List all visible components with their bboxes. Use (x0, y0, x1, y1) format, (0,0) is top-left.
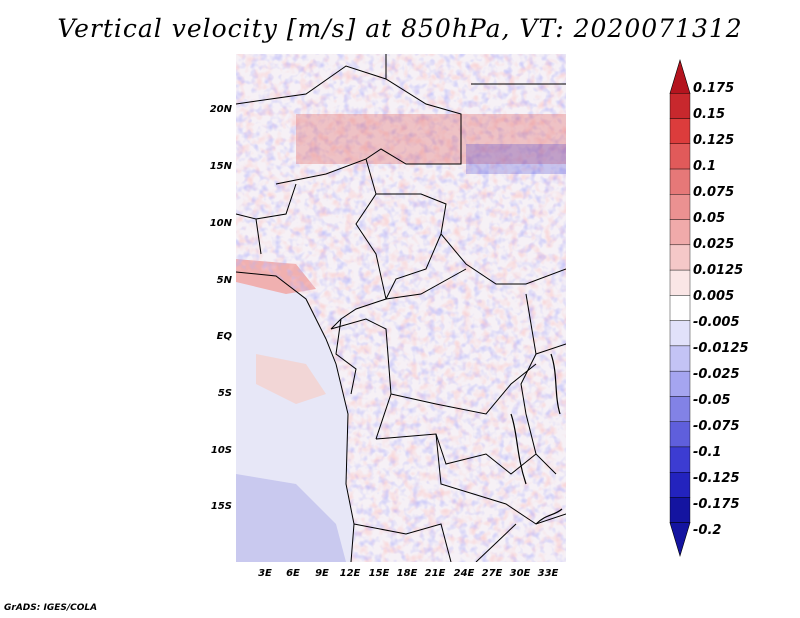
colorbar-segment (669, 472, 691, 498)
colorbar-label: -0.2 (693, 523, 722, 538)
colorbar-segment (669, 497, 691, 523)
lat-label-15n: 15N (209, 161, 232, 172)
colorbar-label: 0.025 (693, 237, 735, 252)
colorbar-segment (669, 168, 691, 195)
colorbar-segment (669, 219, 691, 246)
lon-label-21e: 21E (424, 568, 446, 579)
lat-label-20n: 20N (209, 104, 232, 115)
colorbar-segment (669, 421, 691, 448)
lon-label-33e: 33E (537, 568, 559, 579)
colorbar-label: -0.0125 (693, 341, 749, 356)
lat-label-eq: EQ (216, 331, 232, 342)
lon-label-24e: 24E (453, 568, 475, 579)
colorbar-label: 0.005 (693, 289, 735, 304)
colorbar-label: 0.075 (693, 185, 735, 200)
lat-label-10s: 10S (210, 445, 232, 456)
lon-label-27e: 27E (481, 568, 503, 579)
colorbar-label: 0.0125 (693, 263, 744, 278)
colorbar-segment (669, 194, 691, 220)
colorbar-segment (669, 295, 691, 321)
colorbar-label: -0.175 (693, 497, 740, 512)
lon-label-30e: 30E (509, 568, 531, 579)
colorbar-bottom-arrow (669, 522, 691, 558)
lon-label-15e: 15E (368, 568, 390, 579)
lon-label-12e: 12E (339, 568, 361, 579)
colorbar-label: -0.025 (693, 367, 740, 382)
colorbar (669, 58, 691, 558)
grads-credit: GrADS: IGES/COLA (4, 603, 98, 613)
colorbar-segment (669, 244, 691, 271)
lat-label-5s: 5S (217, 388, 232, 399)
colorbar-top-arrow (669, 58, 691, 94)
lon-label-9e: 9E (315, 568, 329, 579)
colorbar-label: -0.005 (693, 315, 740, 330)
colorbar-segment (669, 143, 691, 170)
colorbar-segment (669, 396, 691, 422)
colorbar-segment (669, 370, 691, 397)
lat-label-10n: 10N (209, 218, 232, 229)
lon-label-3e: 3E (258, 568, 272, 579)
colorbar-label: 0.125 (693, 133, 735, 148)
colorbar-label: -0.1 (693, 445, 722, 460)
lon-label-6e: 6E (286, 568, 300, 579)
colorbar-label: -0.05 (693, 393, 731, 408)
colorbar-segment (669, 446, 691, 473)
colorbar-segment (669, 118, 691, 144)
map-plot (236, 54, 566, 562)
country-borders (236, 54, 566, 562)
colorbar-label: -0.075 (693, 419, 740, 434)
velocity-field (236, 54, 566, 562)
colorbar-segment (669, 320, 691, 347)
lon-label-18e: 18E (396, 568, 418, 579)
colorbar-label: 0.175 (693, 81, 735, 96)
colorbar-label: 0.1 (693, 159, 717, 174)
colorbar-label: 0.15 (693, 107, 726, 122)
lat-label-15s: 15S (210, 501, 232, 512)
colorbar-label: -0.125 (693, 471, 740, 486)
colorbar-segment (669, 269, 691, 296)
map-title: Vertical velocity [m/s] at 850hPa, VT: 2… (57, 14, 743, 43)
colorbar-segment (669, 93, 691, 119)
colorbar-label: 0.05 (693, 211, 726, 226)
colorbar-segment (669, 345, 691, 372)
lat-label-5n: 5N (216, 275, 232, 286)
